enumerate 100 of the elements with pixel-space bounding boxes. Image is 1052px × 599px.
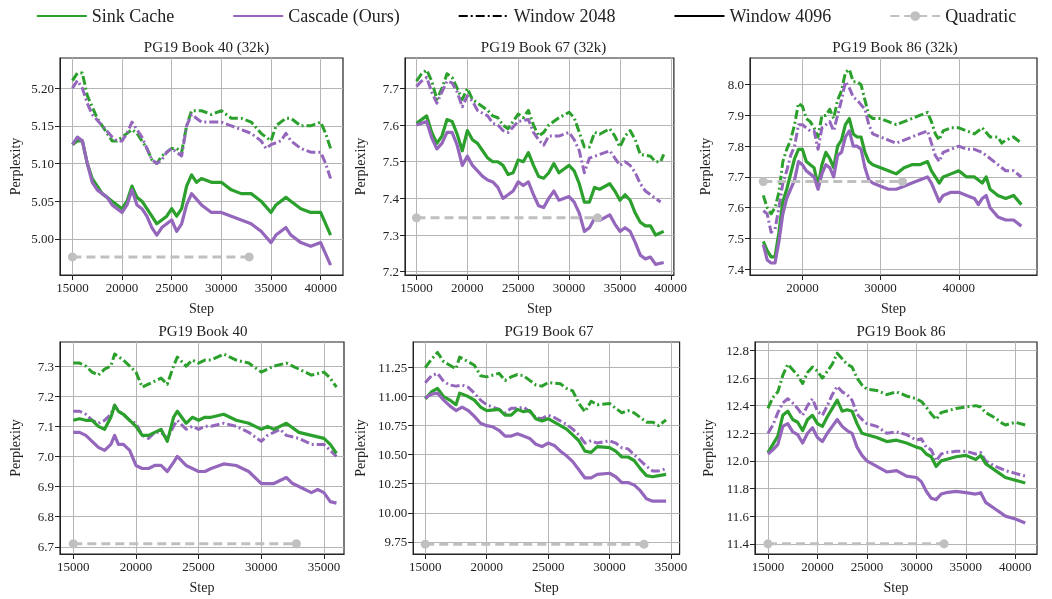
line-series [414, 119, 666, 266]
x-tick-label: 40000 [942, 280, 976, 295]
y-axis-title: Perplexity [352, 137, 368, 196]
y-tick-label: 10.25 [377, 476, 408, 492]
y-tick-label: 7.6 [382, 117, 400, 133]
y-tick-label: 11.25 [378, 360, 408, 376]
y-tick-label: 12.2 [726, 425, 749, 441]
x-tick-label: 40000 [999, 559, 1032, 574]
x-axis-title: Step [883, 579, 909, 595]
x-tick-label: 20000 [470, 559, 503, 574]
x-tick-label: 35000 [603, 280, 637, 295]
x-tick-label: 15000 [751, 559, 785, 574]
y-tick-label: 7.1 [37, 418, 54, 434]
y-tick-label: 11.6 [726, 508, 750, 524]
y-tick-label: 7.7 [382, 80, 400, 96]
x-axis-title: Step [189, 579, 215, 595]
y-tick-label: 7.6 [727, 200, 745, 216]
x-axis-title: Step [189, 300, 214, 316]
x-tick-label: 30000 [593, 559, 626, 574]
line-series [71, 352, 338, 389]
y-tick-label: 7.7 [727, 169, 745, 185]
line-series [423, 386, 668, 479]
x-tick-label: 30000 [552, 280, 586, 295]
x-tick-label: 15000 [56, 280, 89, 295]
y-tick-label: 6.9 [37, 479, 54, 495]
y-tick-label: 7.0 [37, 448, 54, 464]
y-tick-label: 10.50 [377, 447, 408, 463]
chart-title: PG19 Book 86 [856, 322, 947, 339]
line-series [423, 350, 668, 428]
x-tick-label: 40000 [654, 280, 688, 295]
x-tick-label: 40000 [304, 280, 337, 295]
x-tick-label: 25000 [531, 559, 565, 574]
y-tick-label: 11.8 [726, 481, 749, 497]
y-tick-label: 5.10 [31, 155, 54, 171]
y-tick-label: 11.00 [378, 389, 408, 405]
line-series [423, 371, 668, 473]
line-series [766, 384, 1027, 478]
x-axis-title: Step [881, 300, 906, 316]
line-series [70, 79, 333, 181]
x-tick-label: 20000 [119, 559, 153, 574]
x-tick-label: 15000 [400, 280, 433, 295]
line-series [423, 391, 668, 503]
y-tick-label: 10.00 [377, 505, 408, 521]
chart-title: PG19 Book 67 [504, 322, 595, 339]
y-tick-label: 8.0 [727, 77, 744, 93]
line-series [414, 114, 666, 237]
line-series [766, 351, 1027, 427]
x-tick-label: 30000 [900, 559, 933, 574]
y-tick-label: 5.00 [31, 231, 54, 247]
y-tick-label: 7.3 [382, 227, 399, 243]
y-axis-title: Perplexity [352, 419, 368, 477]
y-tick-label: 10.75 [377, 418, 408, 434]
x-tick-label: 15000 [409, 559, 442, 574]
line-series [415, 68, 666, 164]
x-tick-label: 15000 [57, 559, 90, 574]
x-tick-label: 35000 [254, 280, 288, 295]
x-tick-label: 20000 [801, 559, 834, 574]
chart-title: PG19 Book 40 (32k) [143, 38, 270, 56]
x-tick-label: 30000 [245, 559, 278, 574]
y-tick-label: 7.3 [37, 358, 54, 374]
y-tick-label: 6.8 [37, 509, 54, 525]
y-tick-label: 7.5 [727, 230, 744, 246]
y-tick-label: 7.2 [382, 264, 399, 280]
y-tick-label: 12.8 [726, 342, 749, 358]
line-series [766, 398, 1027, 485]
x-tick-label: 35000 [307, 559, 341, 574]
y-tick-label: 6.7 [37, 539, 55, 555]
x-tick-label: 25000 [501, 280, 535, 295]
y-tick-label: 7.2 [37, 388, 54, 404]
x-axis-title: Step [527, 300, 552, 316]
y-axis-title: Perplexity [700, 419, 716, 477]
y-tick-label: 9.75 [384, 534, 408, 550]
x-tick-label: 25000 [182, 559, 215, 574]
y-tick-label: 11.4 [726, 536, 750, 552]
chart-title: PG19 Book 86 (32k) [832, 38, 958, 56]
x-axis-title: Step [533, 579, 559, 595]
x-tick-label: 20000 [451, 280, 484, 295]
chart-title: PG19 Book 40 [158, 322, 248, 339]
y-tick-label: 12.6 [726, 370, 750, 386]
x-tick-label: 30000 [205, 280, 238, 295]
y-tick-label: 7.4 [382, 190, 400, 206]
x-tick-label: 20000 [786, 280, 819, 295]
legend-label: Window 4096 [729, 6, 832, 26]
y-tick-label: 7.5 [382, 154, 399, 170]
x-tick-label: 35000 [949, 559, 983, 574]
line-series [70, 135, 333, 267]
line-series [761, 67, 1023, 216]
x-tick-label: 20000 [105, 280, 139, 295]
y-axis-title: Perplexity [7, 419, 23, 477]
y-axis-title: Perplexity [697, 137, 713, 196]
y-tick-label: 7.9 [727, 107, 744, 123]
y-tick-label: 12.0 [726, 453, 749, 469]
y-tick-label: 5.20 [31, 80, 54, 96]
chart-title: PG19 Book 67 (32k) [480, 38, 607, 56]
y-tick-label: 7.4 [727, 261, 745, 277]
line-series [71, 430, 339, 505]
line-series [761, 80, 1023, 234]
x-tick-label: 25000 [850, 559, 884, 574]
y-axis-title: Perplexity [7, 137, 23, 196]
y-tick-label: 7.8 [727, 138, 744, 154]
